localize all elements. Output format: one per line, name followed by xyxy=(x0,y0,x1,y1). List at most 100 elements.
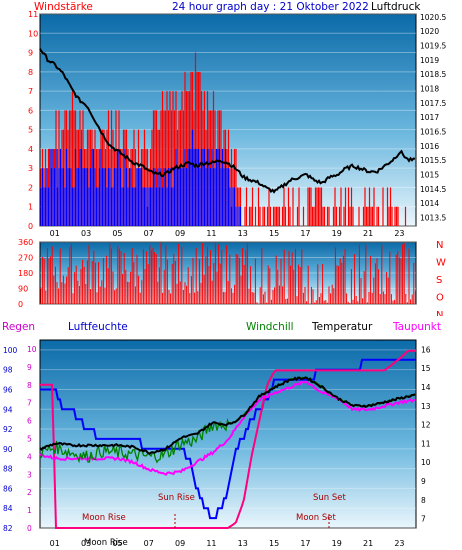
temperature-series xyxy=(39,349,416,529)
temperature-humidity-chart: Regen Luftfeuchte Windchill Temperatur T… xyxy=(2,321,441,548)
rain-tick-label: 0 xyxy=(27,524,32,533)
wind-tick-label: 11 xyxy=(28,10,38,19)
rain-tick-label: 8 xyxy=(27,381,32,390)
hour-tick-label: 05 xyxy=(112,229,122,236)
hour-tick-label: 21 xyxy=(363,229,373,236)
humidity-tick-label: 98 xyxy=(3,366,13,375)
rain-tick-label: 7 xyxy=(27,399,32,408)
temperature-tick-label: 8 xyxy=(421,496,426,505)
direction-letter: N xyxy=(436,310,443,316)
moon-rise-label: Moon Rise xyxy=(82,513,126,523)
wind-bars xyxy=(40,52,407,226)
temperatur-label: Temperatur xyxy=(311,321,373,333)
direction-bars xyxy=(40,242,416,304)
pressure-tick-label: 1020 xyxy=(420,27,439,36)
humidity-tick-label: 86 xyxy=(3,484,13,493)
windstaerke-label: Windstärke xyxy=(34,1,93,13)
pressure-tick-label: 1014.5 xyxy=(420,185,446,194)
hour-tick-label: 23 xyxy=(394,539,404,548)
wind-tick-label: 3 xyxy=(28,164,33,173)
humidity-tick-label: 100 xyxy=(3,346,18,355)
direction-letter: N xyxy=(436,240,443,251)
astronomy-annotations: Sun Rise Sun Set Moon Rise Moon Set xyxy=(82,493,346,528)
windchill-label: Windchill xyxy=(246,321,294,333)
humidity-tick-label: 96 xyxy=(3,385,13,394)
hour-tick-label: 03 xyxy=(81,229,91,236)
moon-rise-axis-label: Moon Rise xyxy=(84,538,128,548)
hour-tick-label: 07 xyxy=(144,229,154,236)
wind-pressure-chart: Windstärke 24 hour graph day : 21 Oktobe… xyxy=(28,1,446,236)
direction-letter: S xyxy=(436,275,442,286)
wind-tick-label: 1 xyxy=(28,203,33,212)
temperature-tick-label: 13 xyxy=(421,402,431,411)
hour-tick-label: 09 xyxy=(175,539,185,548)
wind-tick-label: 8 xyxy=(28,68,33,77)
pressure-tick-label: 1018.5 xyxy=(420,70,446,79)
temperatur-series-line xyxy=(39,376,416,456)
hour-tick-label: 03 xyxy=(81,539,91,548)
direction-letter: O xyxy=(436,293,444,304)
taupunkt-series-line xyxy=(39,380,416,476)
temperature-tick-label: 16 xyxy=(421,345,431,354)
humidity-tick-label: 90 xyxy=(3,445,13,454)
pressure-tick-label: 1014 xyxy=(420,199,439,208)
pressure-tick-label: 1018 xyxy=(420,84,439,93)
luftfeuchte-label: Luftfeuchte xyxy=(68,321,128,333)
direction-tick-label: 360 xyxy=(18,238,33,247)
pressure-tick-label: 1019 xyxy=(420,56,439,65)
wind-tick-label: 9 xyxy=(28,49,33,58)
rain-tick-label: 3 xyxy=(27,470,32,479)
wind-axis-ticks: 012345678910111013.510141014.510151015.5… xyxy=(28,10,446,236)
humidity-tick-label: 82 xyxy=(3,524,13,533)
hour-tick-label: 09 xyxy=(175,229,185,236)
pressure-line xyxy=(39,48,416,194)
hour-tick-label: 17 xyxy=(300,539,310,548)
pressure-tick-label: 1016 xyxy=(420,142,439,151)
pressure-tick-label: 1015.5 xyxy=(420,156,446,165)
pressure-tick-label: 1019.5 xyxy=(420,42,446,51)
hour-tick-label: 13 xyxy=(238,229,248,236)
humidity-tick-label: 84 xyxy=(3,504,13,513)
pressure-tick-label: 1016.5 xyxy=(420,127,446,136)
direction-tick-label: 180 xyxy=(18,269,33,278)
hour-tick-label: 19 xyxy=(332,539,342,548)
sun-set-label: Sun Set xyxy=(313,493,346,503)
rain-tick-label: 6 xyxy=(27,417,32,426)
regen-series-line xyxy=(40,349,416,529)
wind-tick-label: 4 xyxy=(28,145,33,154)
hour-tick-label: 15 xyxy=(269,539,279,548)
temperature-tick-label: 15 xyxy=(421,364,431,373)
rain-tick-label: 10 xyxy=(27,345,37,354)
sun-rise-label: Sun Rise xyxy=(158,493,195,503)
hour-tick-label: 15 xyxy=(269,229,279,236)
temperature-tick-label: 12 xyxy=(421,421,431,430)
direction-tick-label: 270 xyxy=(18,254,33,263)
direction-tick-label: 0 xyxy=(18,300,23,309)
rain-tick-label: 1 xyxy=(27,506,32,515)
pressure-tick-label: 1015 xyxy=(420,170,439,179)
hour-tick-label: 01 xyxy=(50,229,60,236)
humidity-tick-label: 88 xyxy=(3,465,13,474)
pressure-tick-label: 1017 xyxy=(420,113,439,122)
rain-tick-label: 2 xyxy=(27,488,32,497)
wind-tick-label: 0 xyxy=(28,222,33,231)
luftdruck-label: Luftdruck xyxy=(371,1,421,13)
direction-tick-label: 90 xyxy=(18,285,28,294)
wind-tick-label: 7 xyxy=(28,87,33,96)
temperature-gridlines xyxy=(40,349,416,529)
temperature-tick-label: 9 xyxy=(421,477,426,486)
temperature-tick-label: 7 xyxy=(421,515,426,524)
pressure-tick-label: 1020.5 xyxy=(420,13,446,22)
chart-title: 24 hour graph day : 21 Oktober 2022 xyxy=(172,1,369,13)
direction-letter: W xyxy=(436,258,446,269)
temperature-tick-label: 11 xyxy=(421,439,431,448)
rain-tick-label: 4 xyxy=(27,452,32,461)
hour-tick-label: 01 xyxy=(50,539,60,548)
humidity-tick-label: 92 xyxy=(3,425,13,434)
humidity-tick-label: 94 xyxy=(3,405,13,414)
luftdruck-series-line xyxy=(39,48,416,194)
rain-tick-label: 9 xyxy=(27,363,32,372)
